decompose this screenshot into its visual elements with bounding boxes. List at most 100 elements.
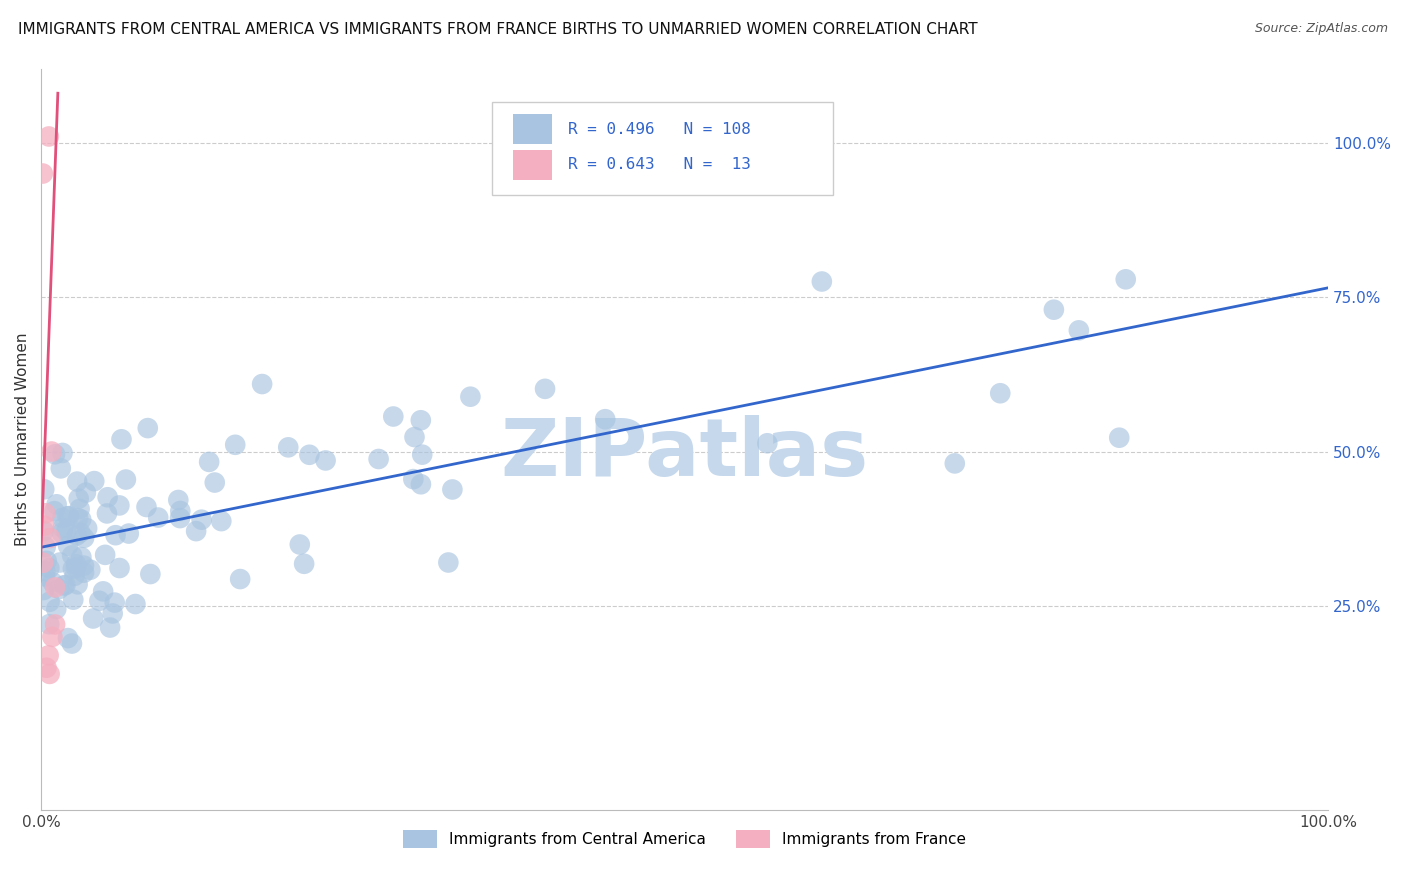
Point [66, 475, 89, 489]
Point [45, 602, 67, 616]
Point [44, 581, 66, 595]
Point [382, 409, 405, 424]
Text: IMMIGRANTS FROM CENTRAL AMERICA VS IMMIGRANTS FROM FRANCE BIRTHS TO UNMARRIED WO: IMMIGRANTS FROM CENTRAL AMERICA VS IMMIG… [18, 22, 979, 37]
Point [108, 561, 131, 575]
Point [35, 554, 58, 568]
Point [55, 578, 77, 592]
Point [250, 377, 273, 392]
Point [1108, 431, 1130, 445]
Point [51, 446, 73, 460]
Point [593, 412, 616, 426]
Point [65, 558, 87, 572]
Point [62, 562, 84, 576]
Point [35, 540, 58, 554]
Point [67, 511, 90, 525]
Point [148, 510, 170, 524]
Point [89, 594, 111, 608]
Point [298, 448, 321, 462]
Point [409, 477, 432, 491]
Point [69, 502, 91, 516]
Point [97, 490, 120, 504]
Point [136, 421, 159, 435]
Point [41, 575, 63, 590]
Point [44, 617, 66, 632]
Point [67, 491, 90, 506]
Point [411, 448, 433, 462]
Point [124, 597, 146, 611]
Text: R = 0.643   N =  13: R = 0.643 N = 13 [568, 157, 751, 172]
Point [56, 539, 79, 553]
Point [38, 595, 60, 609]
Point [44, 504, 66, 518]
Point [73, 531, 96, 545]
Point [63, 569, 86, 583]
Point [73, 566, 96, 580]
Point [110, 432, 132, 446]
Point [94, 548, 117, 562]
Text: ZIPatlas: ZIPatlas [501, 415, 869, 493]
Point [1115, 272, 1137, 286]
Point [51, 511, 73, 525]
Point [73, 558, 96, 573]
Point [58, 509, 80, 524]
Point [288, 537, 311, 551]
Point [83, 474, 105, 488]
Point [988, 386, 1011, 401]
FancyBboxPatch shape [492, 102, 832, 194]
Point [66, 577, 89, 591]
Point [104, 596, 127, 610]
Point [756, 436, 779, 450]
Point [402, 472, 425, 486]
Point [41, 630, 63, 644]
Point [56, 631, 79, 645]
Point [52, 521, 75, 535]
Point [98, 621, 121, 635]
Point [51, 526, 73, 541]
Point [198, 455, 221, 469]
Point [38, 666, 60, 681]
Point [292, 557, 315, 571]
Point [49, 461, 72, 475]
Point [1067, 323, 1090, 337]
Point [44, 447, 66, 461]
Point [108, 499, 131, 513]
Point [32, 518, 55, 533]
Point [118, 526, 141, 541]
Point [139, 567, 162, 582]
Point [38, 648, 60, 663]
Point [441, 483, 464, 497]
Point [75, 485, 97, 500]
Point [82, 611, 104, 625]
Point [101, 607, 124, 621]
Point [204, 475, 226, 490]
Point [104, 528, 127, 542]
Y-axis label: Births to Unmarried Women: Births to Unmarried Women [15, 333, 30, 546]
Point [65, 560, 87, 574]
Point [79, 563, 101, 577]
Point [41, 444, 63, 458]
Point [38, 561, 60, 575]
Point [367, 452, 389, 467]
Point [60, 549, 83, 563]
Point [169, 504, 191, 518]
Point [35, 661, 58, 675]
Text: R = 0.496   N = 108: R = 0.496 N = 108 [568, 122, 751, 136]
Point [943, 457, 966, 471]
Point [49, 556, 72, 570]
Point [184, 524, 207, 538]
Point [34, 569, 56, 583]
Point [460, 390, 482, 404]
Point [56, 509, 79, 524]
Point [190, 513, 212, 527]
Point [38, 617, 60, 632]
Point [91, 584, 114, 599]
Point [32, 556, 55, 570]
Point [70, 550, 93, 565]
Legend: Immigrants from Central America, Immigrants from France: Immigrants from Central America, Immigra… [396, 824, 973, 854]
FancyBboxPatch shape [513, 114, 553, 145]
Point [62, 592, 84, 607]
Text: Source: ZipAtlas.com: Source: ZipAtlas.com [1254, 22, 1388, 36]
Point [224, 438, 246, 452]
Point [32, 582, 55, 597]
Point [167, 493, 190, 508]
